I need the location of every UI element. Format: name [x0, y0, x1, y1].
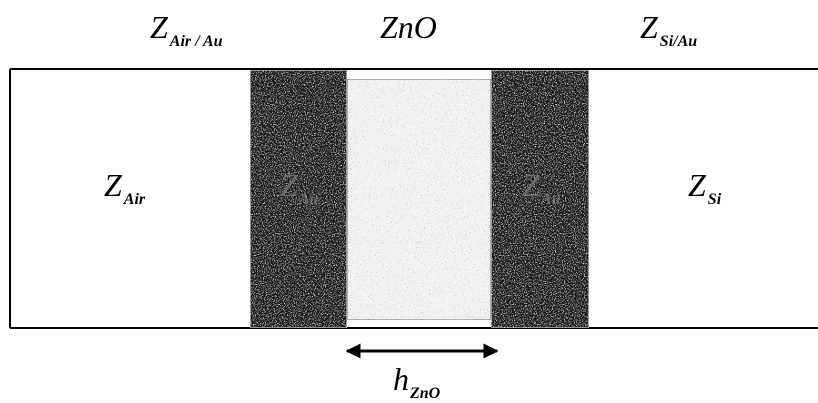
label-zno: ZnO	[380, 9, 437, 45]
label-h-zno: hZnO	[393, 361, 441, 402]
label-z-air-au: Z Air / Au	[150, 9, 223, 50]
label-z-air: Z Air	[104, 167, 146, 208]
zno-layer	[347, 79, 491, 320]
label-z-si: Z Si	[688, 167, 722, 208]
label-z-si-au: Z Si/Au	[640, 9, 697, 50]
